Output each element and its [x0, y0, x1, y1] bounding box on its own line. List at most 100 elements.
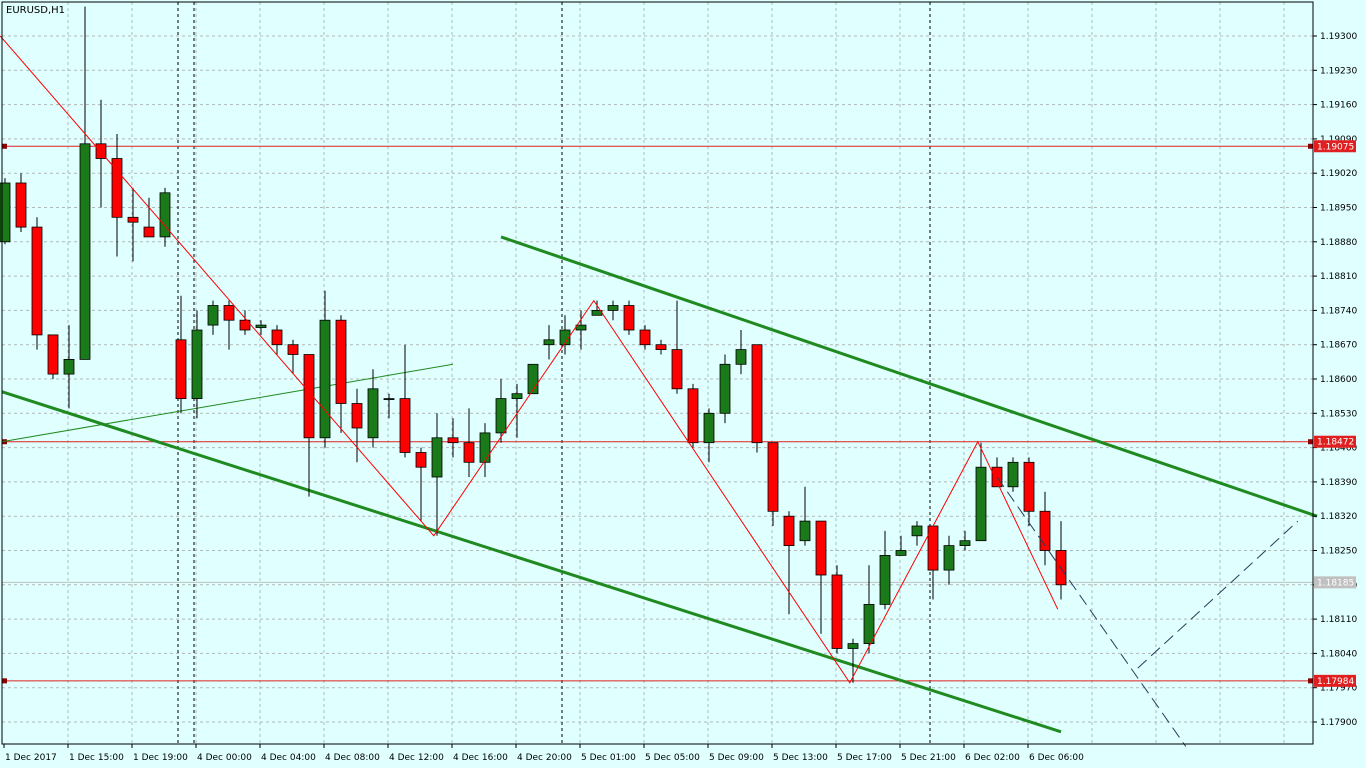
x-tick-label: 5 Dec 09:00 [709, 753, 764, 763]
candle-body-bull [527, 363, 539, 395]
candle-body-bear [95, 143, 107, 159]
candle-body-bear [271, 329, 283, 346]
candle-body-bull [191, 329, 203, 399]
candle-body-bull [863, 604, 875, 645]
candle-body-bull [719, 363, 731, 414]
plot-frame [1, 1, 1314, 745]
candle [559, 315, 571, 355]
x-tick-label: 4 Dec 20:00 [517, 753, 572, 763]
time-axis[interactable]: 1 Dec 2017 1 Dec 15:00 1 Dec 19:00 4 Dec 00… [3, 744, 1084, 763]
candle-body-bull [895, 550, 907, 556]
x-tick-label: 6 Dec 02:00 [965, 753, 1020, 763]
candle [271, 325, 283, 355]
candle-body-bull [207, 305, 219, 326]
candle [415, 447, 427, 522]
y-tick-label: 1.19090 [1320, 135, 1357, 145]
x-tick-label: 4 Dec 04:00 [261, 753, 316, 763]
candle [31, 217, 43, 350]
y-tick-label: 1.18880 [1320, 238, 1357, 248]
trend-channel[interactable] [1, 235, 1318, 734]
candle-body-bear [463, 442, 475, 463]
candle-body-bear [303, 354, 315, 439]
level-anchor[interactable] [2, 678, 7, 684]
candle-body-bear [623, 305, 635, 331]
y-tick-label: 1.17900 [1320, 718, 1357, 728]
candle-body-bull [367, 388, 379, 439]
candle [319, 290, 331, 448]
level-anchor[interactable] [1308, 143, 1313, 149]
level-anchor[interactable] [1308, 678, 1313, 684]
candle-body-bear [47, 334, 59, 375]
candle [111, 134, 123, 257]
projection-line [996, 476, 1187, 747]
current-price-badge [1314, 576, 1356, 589]
candle-body-bull [799, 520, 811, 542]
current-price-label: 1.18185 [1317, 578, 1354, 588]
candle [623, 300, 635, 335]
candle [655, 339, 667, 355]
y-tick-label: 1.18110 [1320, 615, 1357, 625]
candle-body-bull [159, 192, 171, 238]
x-tick-label: 5 Dec 21:00 [901, 753, 956, 763]
y-tick-label: 1.18320 [1320, 512, 1357, 522]
candle [543, 325, 555, 360]
zigzag-line [0, 35, 1059, 684]
candle-body-bear [175, 339, 187, 399]
channel-line[interactable] [500, 235, 1318, 518]
candle-body-bull [847, 643, 859, 649]
price-axis[interactable]: 1.19300 1.19230 1.19160 1.19090 1.19020 1.189… [1313, 32, 1357, 728]
candle-body-bear [111, 158, 123, 218]
candle [831, 565, 843, 654]
y-tick-label: 1.17970 [1320, 684, 1357, 694]
x-tick-label: 5 Dec 13:00 [773, 753, 828, 763]
candle [767, 442, 779, 526]
candle [799, 486, 811, 546]
candle-body-bull [575, 324, 587, 331]
candle [255, 320, 267, 335]
level-anchor[interactable] [2, 143, 7, 149]
candle-body-bear [351, 403, 363, 429]
price-level-badge-label: 1.19075 [1317, 142, 1354, 152]
candle-body-bear [239, 319, 251, 331]
channel-line[interactable] [1, 390, 1062, 734]
candle [63, 325, 75, 409]
candle [127, 187, 139, 262]
level-anchor[interactable] [1308, 439, 1313, 445]
candle [1007, 457, 1019, 492]
candle-body-bear [223, 305, 235, 321]
candle [287, 339, 299, 375]
candle [239, 310, 251, 335]
candle [863, 565, 875, 654]
projection-lines [996, 476, 1299, 747]
candle [847, 638, 859, 683]
candle-body-bear [687, 388, 699, 444]
y-tick-label: 1.19020 [1320, 169, 1357, 179]
symbol-label: EURUSD,H1 [6, 5, 65, 16]
zigzag [0, 35, 1059, 684]
candle-body-bull [511, 393, 523, 400]
grid [2, 2, 1313, 744]
candle-body-bear [399, 398, 411, 453]
candle [671, 300, 683, 394]
x-tick-label: 1 Dec 2017 [5, 753, 57, 763]
candle [495, 379, 507, 443]
candle [1039, 491, 1051, 566]
candle-body-bear [143, 226, 155, 238]
candle [463, 408, 475, 477]
x-tick-label: 1 Dec 19:00 [133, 753, 188, 763]
candle-body-bull [943, 545, 955, 571]
trend-line[interactable] [1, 363, 454, 443]
horizontal-levels[interactable] [2, 143, 1313, 684]
candle [47, 334, 59, 379]
x-tick-label: 4 Dec 08:00 [325, 753, 380, 763]
y-tick-label: 1.19160 [1320, 101, 1357, 111]
candle-body-bear [831, 574, 843, 649]
candle-body-bull [975, 466, 987, 542]
candle-body-bull [79, 143, 91, 360]
candle [383, 393, 395, 419]
candle-body-bear [1023, 461, 1035, 512]
candle-body-bear [127, 216, 139, 223]
candle [207, 300, 219, 335]
candle-body-bear [415, 452, 427, 468]
